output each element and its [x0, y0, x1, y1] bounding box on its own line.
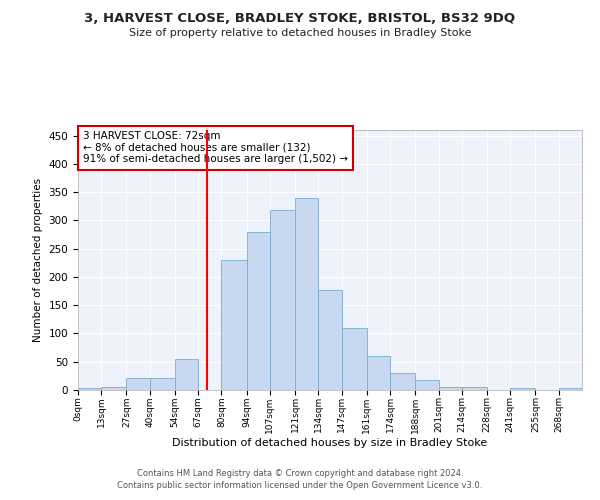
- Bar: [78, 388, 101, 390]
- Text: Contains public sector information licensed under the Open Government Licence v3: Contains public sector information licen…: [118, 481, 482, 490]
- Bar: [390, 373, 415, 390]
- Text: 3, HARVEST CLOSE, BRADLEY STOKE, BRISTOL, BS32 9DQ: 3, HARVEST CLOSE, BRADLEY STOKE, BRISTOL…: [85, 12, 515, 26]
- Y-axis label: Number of detached properties: Number of detached properties: [33, 178, 43, 342]
- Bar: [415, 380, 439, 390]
- Bar: [101, 387, 127, 390]
- Bar: [510, 388, 535, 390]
- Text: Contains HM Land Registry data © Crown copyright and database right 2024.: Contains HM Land Registry data © Crown c…: [137, 468, 463, 477]
- Bar: [150, 378, 175, 390]
- Bar: [367, 356, 390, 390]
- Bar: [319, 290, 341, 390]
- X-axis label: Distribution of detached houses by size in Bradley Stoke: Distribution of detached houses by size …: [172, 438, 488, 448]
- Bar: [559, 388, 582, 390]
- Bar: [295, 198, 319, 390]
- Text: Size of property relative to detached houses in Bradley Stoke: Size of property relative to detached ho…: [129, 28, 471, 38]
- Bar: [221, 260, 247, 390]
- Bar: [175, 360, 198, 390]
- Bar: [247, 232, 270, 390]
- Bar: [341, 328, 367, 390]
- Text: 3 HARVEST CLOSE: 72sqm
← 8% of detached houses are smaller (132)
91% of semi-det: 3 HARVEST CLOSE: 72sqm ← 8% of detached …: [83, 132, 348, 164]
- Bar: [127, 378, 150, 390]
- Bar: [270, 210, 295, 390]
- Bar: [439, 386, 462, 390]
- Bar: [462, 387, 487, 390]
